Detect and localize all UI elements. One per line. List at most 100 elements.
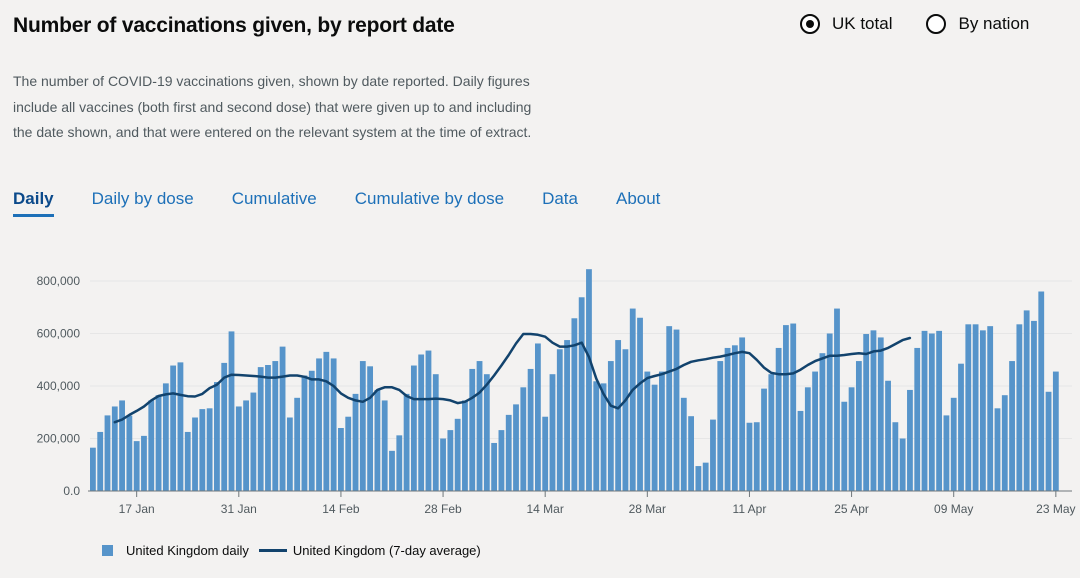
y-tick-label: 400,000 [37, 379, 81, 393]
chart-title: Number of vaccinations given, by report … [13, 14, 455, 37]
bar [834, 308, 840, 491]
bar [192, 417, 198, 491]
bar [921, 330, 928, 491]
bar [651, 384, 658, 491]
bar [432, 374, 439, 491]
chart-description: The number of COVID-19 vaccinations give… [13, 73, 532, 140]
bar [885, 380, 891, 491]
bar [644, 371, 651, 491]
radio-by-nation[interactable]: By nation [926, 14, 1029, 34]
bar [177, 362, 184, 491]
bar [702, 462, 709, 491]
tab-daily[interactable]: Daily [13, 189, 54, 217]
bar [308, 370, 315, 491]
bar [710, 419, 716, 491]
bar [389, 450, 395, 491]
bar [250, 392, 257, 491]
bar [928, 333, 935, 491]
bar [761, 388, 767, 491]
radio-uk-total-label: UK total [832, 14, 893, 33]
bar [972, 324, 979, 491]
bar [987, 326, 994, 491]
legend-daily-label: United Kingdom daily [126, 543, 249, 558]
bar [877, 337, 884, 491]
bar [97, 431, 104, 491]
bar [695, 466, 702, 491]
bar [586, 269, 592, 491]
bar [673, 329, 680, 491]
tab-cumulative-by-dose[interactable]: Cumulative by dose [354, 189, 505, 208]
bar [775, 347, 782, 491]
bar [943, 415, 950, 491]
bar [345, 416, 352, 491]
bar [243, 400, 249, 491]
tab-data[interactable]: Data [542, 189, 578, 208]
bar [994, 408, 1001, 491]
bar [235, 406, 242, 491]
chart-legend: United Kingdom daily United Kingdom (7-d… [102, 543, 481, 558]
bar [731, 345, 738, 491]
tab-cumulative[interactable]: Cumulative [231, 189, 317, 208]
y-tick-label: 200,000 [37, 432, 81, 446]
bar [666, 326, 673, 491]
bar [162, 383, 169, 491]
bar [950, 397, 957, 491]
radio-by-nation-circle[interactable] [926, 14, 947, 34]
bar [680, 397, 687, 491]
bar [1031, 320, 1037, 491]
bar [498, 430, 505, 491]
bar [790, 323, 797, 491]
bar [564, 340, 570, 491]
bar [148, 400, 155, 491]
bar [724, 347, 731, 491]
bar [301, 375, 308, 491]
bar [739, 337, 746, 491]
bar [265, 365, 271, 491]
y-tick-label: 600,000 [37, 327, 81, 341]
bar [206, 408, 213, 491]
tab-about[interactable]: About [615, 189, 661, 208]
bar [783, 325, 789, 491]
bar [520, 387, 527, 491]
x-tick-label: 14 Mar [527, 502, 564, 516]
bar [126, 415, 133, 491]
bar [483, 374, 490, 491]
bar [352, 393, 359, 491]
bar [578, 297, 585, 491]
legend-bar-swatch [102, 545, 113, 556]
bar [717, 361, 724, 491]
bar [228, 331, 235, 491]
bar [688, 416, 694, 491]
bar [447, 430, 454, 491]
bar [629, 308, 636, 491]
bar [257, 367, 264, 491]
bar [979, 330, 986, 491]
bar [221, 362, 228, 491]
bar [141, 435, 147, 491]
bar [593, 381, 600, 491]
bar [367, 366, 374, 491]
bar [848, 387, 855, 491]
bar [892, 422, 899, 491]
x-tick-label: 23 May [1036, 502, 1075, 516]
tab-daily-by-dose[interactable]: Daily by dose [91, 189, 194, 208]
bar [359, 361, 366, 491]
bar [1001, 395, 1008, 491]
bar [1045, 391, 1052, 491]
y-tick-label: 0.0 [63, 484, 80, 498]
bar [637, 317, 643, 491]
average-line [113, 332, 912, 424]
bar [170, 365, 177, 491]
bar [155, 395, 162, 491]
bar [403, 393, 410, 491]
bar [1016, 324, 1023, 491]
x-tick-label: 31 Jan [221, 502, 257, 516]
bar [534, 343, 541, 491]
bar [1038, 291, 1045, 491]
radio-uk-total-circle[interactable] [800, 14, 820, 34]
x-tick-label: 28 Mar [629, 502, 666, 516]
bar [476, 361, 483, 491]
radio-uk-total[interactable]: UK total [800, 14, 892, 34]
y-tick-label: 800,000 [37, 274, 81, 288]
bar [542, 416, 549, 491]
